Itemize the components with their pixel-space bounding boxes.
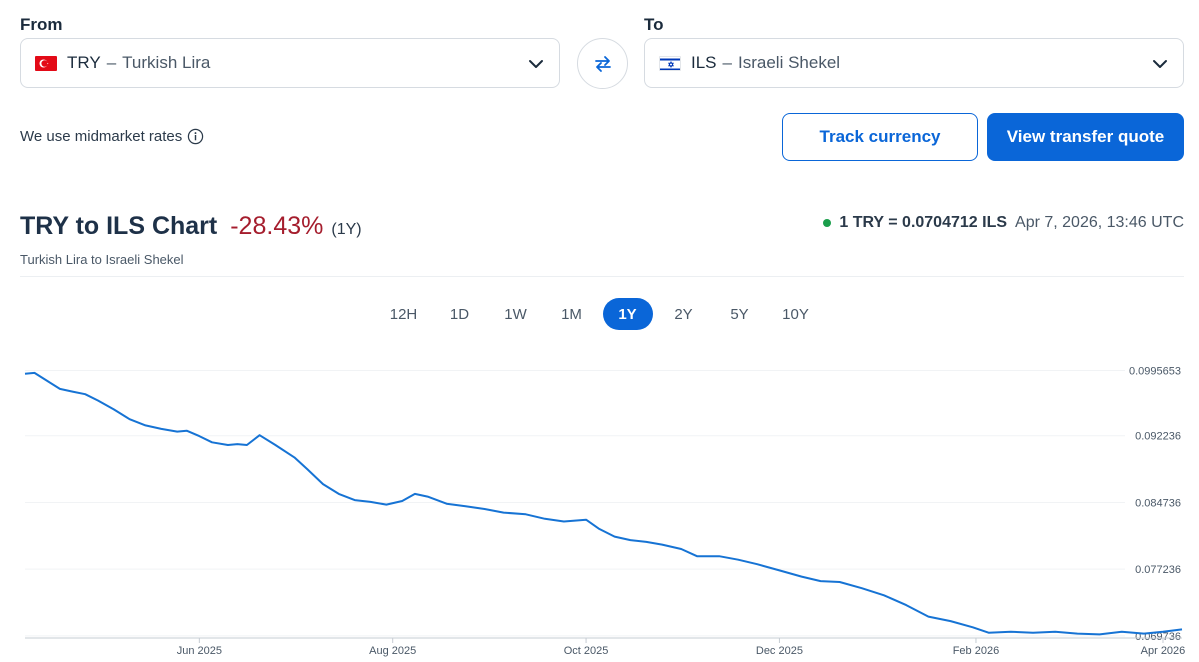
current-rate: 1 TRY = 0.0704712 ILS Apr 7, 2026, 13:46… (823, 214, 1184, 232)
from-currency-select[interactable]: TRY – Turkish Lira (20, 38, 560, 88)
live-status-dot (823, 219, 832, 227)
rate-chart: 0.09956530.0922360.0847360.0772360.06973… (24, 366, 1186, 657)
change-period: (1Y) (331, 221, 362, 238)
rate-value: 1 TRY = 0.0704712 ILS (839, 214, 1008, 231)
x-tick-label: Oct 2025 (564, 645, 609, 657)
view-transfer-quote-button[interactable]: View transfer quote (987, 113, 1184, 161)
info-icon[interactable] (187, 128, 204, 145)
range-tab-1d[interactable]: 1D (449, 305, 470, 323)
to-currency-dash: – (722, 53, 732, 72)
from-currency-code: TRY (67, 53, 101, 72)
israel-flag-icon (659, 55, 681, 71)
chart-title: TRY to ILS Chart -28.43% (1Y) (20, 212, 362, 241)
from-currency-dash: – (106, 53, 117, 72)
chevron-down-icon (1153, 60, 1167, 68)
y-tick-label: 0.077236 (1135, 564, 1181, 576)
chart-title-text: TRY to ILS Chart (20, 212, 218, 240)
range-tab-5y[interactable]: 5Y (730, 305, 749, 323)
chevron-down-icon (529, 60, 543, 68)
x-tick-label: Aug 2025 (369, 645, 416, 657)
to-currency-code: ILS (691, 53, 717, 72)
divider (20, 276, 1184, 277)
rate-timestamp: Apr 7, 2026, 13:46 UTC (1015, 214, 1184, 231)
x-tick-label: Dec 2025 (756, 645, 803, 657)
range-tab-1y[interactable]: 1Y (602, 298, 653, 330)
to-currency-select[interactable]: ILS – Israeli Shekel (644, 38, 1184, 88)
from-label: From (20, 15, 63, 34)
y-tick-label: 0.092236 (1135, 431, 1181, 443)
x-tick-label: Jun 2025 (177, 645, 222, 657)
y-tick-label: 0.084736 (1135, 497, 1181, 509)
to-label: To (644, 15, 664, 34)
rate-series-line (24, 371, 1183, 636)
swap-arrows-icon (594, 55, 611, 72)
from-currency-name: Turkish Lira (122, 53, 211, 72)
x-tick-label: Apr 2026 (1141, 645, 1186, 657)
midmarket-note: We use midmarket rates (20, 128, 204, 145)
x-tick-label: Feb 2026 (953, 645, 999, 657)
range-tab-10y[interactable]: 10Y (782, 305, 809, 323)
midmarket-text: We use midmarket rates (20, 128, 183, 145)
y-tick-label: 0.0995653 (1129, 366, 1181, 378)
change-percent: -28.43% (230, 212, 324, 240)
range-tab-2y[interactable]: 2Y (674, 305, 693, 323)
range-tab-12h[interactable]: 12H (389, 305, 418, 323)
to-currency-name: Israeli Shekel (738, 53, 841, 72)
range-tab-1w[interactable]: 1W (504, 305, 527, 323)
swap-currencies-button[interactable] (577, 38, 628, 89)
track-currency-button[interactable]: Track currency (782, 113, 978, 161)
range-tab-1m[interactable]: 1M (561, 305, 582, 323)
turkey-flag-icon (35, 55, 57, 71)
range-tabs: 12H 1D 1W 1M 1Y 2Y 5Y 10Y (0, 298, 1199, 330)
chart-subtitle: Turkish Lira to Israeli Shekel (20, 252, 184, 267)
